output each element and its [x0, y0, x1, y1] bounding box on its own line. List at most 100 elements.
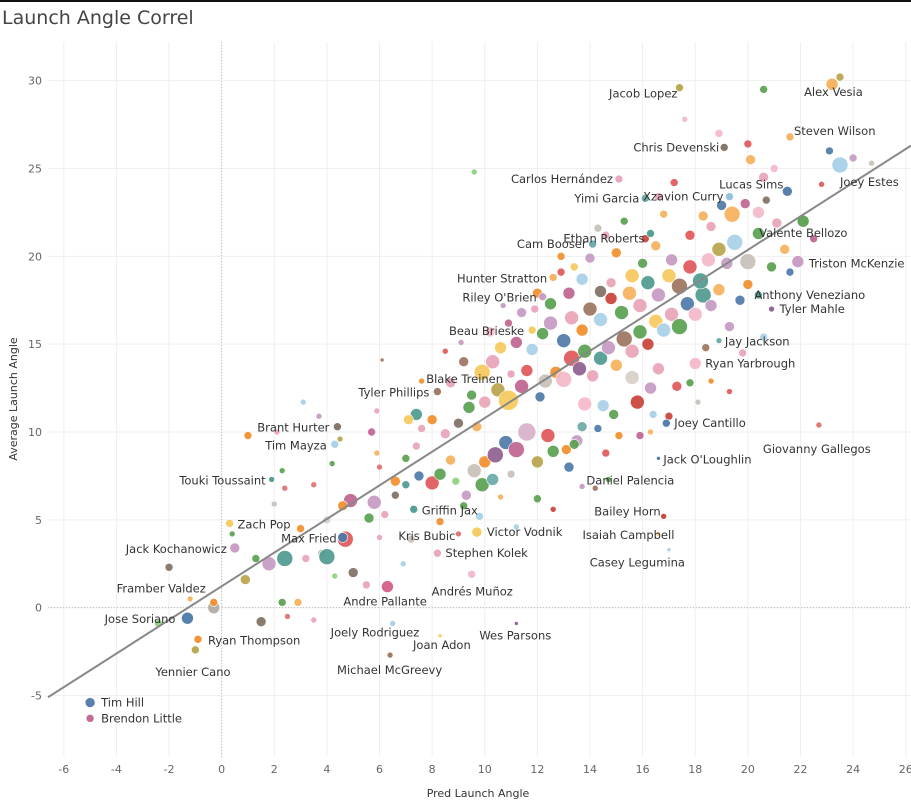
scatter-point	[478, 395, 492, 409]
point-label: Jay Jackson	[724, 335, 790, 349]
scatter-point	[530, 304, 540, 314]
x-tick-label: 0	[218, 763, 225, 776]
scatter-point	[758, 171, 769, 183]
scatter-point	[458, 356, 470, 368]
scatter-point	[594, 285, 607, 298]
labeled-point	[605, 476, 612, 483]
labeled-point	[84, 697, 96, 708]
scatter-point	[687, 306, 703, 322]
scatter-point	[809, 234, 818, 244]
scatter-point	[694, 398, 702, 406]
point-label: Framber Valdez	[117, 581, 206, 595]
point-label: Steven Wilson	[794, 124, 876, 138]
scatter-point	[769, 164, 779, 173]
scatter-point	[534, 391, 546, 403]
scatter-point	[362, 580, 371, 590]
scatter-point	[635, 431, 645, 440]
trend-line	[47, 144, 911, 699]
scatter-point	[380, 510, 390, 519]
point-label: Andrés Muñoz	[432, 584, 513, 598]
scatter-point	[604, 292, 618, 305]
scatter-point	[544, 297, 557, 311]
labeled-point	[225, 519, 234, 528]
scatter-point	[273, 428, 281, 436]
labeled-point	[831, 156, 849, 174]
scatter-point	[761, 195, 771, 205]
scatter-point	[278, 467, 286, 474]
scatter-point	[759, 85, 768, 94]
scatter-point	[739, 253, 757, 270]
labeled-point	[666, 547, 672, 553]
scatter-point	[593, 312, 608, 327]
labeled-point	[614, 174, 624, 184]
scatter-point	[418, 377, 425, 385]
scatter-point	[540, 428, 556, 443]
point-label: Kris Bubic	[398, 529, 455, 543]
scatter-point	[637, 258, 648, 269]
scatter-point	[644, 381, 657, 395]
y-tick-label: 20	[28, 250, 42, 263]
scatter-point	[484, 326, 496, 338]
scatter-point	[697, 210, 709, 222]
chart-title: Launch Angle Correl	[2, 7, 194, 29]
point-label: Jacob Lopez	[608, 87, 677, 101]
x-tick-label: 22	[793, 763, 807, 776]
scatter-point	[650, 240, 662, 252]
scatter-point	[410, 408, 423, 421]
scatter-point	[331, 572, 339, 580]
scatter-point	[508, 441, 525, 458]
point-label: Carlos Hernández	[511, 172, 613, 186]
scatter-point	[593, 350, 608, 366]
scatter-point	[474, 477, 490, 493]
scatter-point	[417, 424, 426, 433]
scatter-point	[564, 310, 579, 326]
scatter-point	[716, 200, 727, 211]
scatter-point	[759, 332, 768, 342]
scatter-point	[293, 598, 303, 607]
scatter-point	[671, 381, 683, 392]
scatter-point	[466, 463, 482, 478]
point-label: Joely Rodriguez	[330, 625, 420, 639]
labeled-point	[467, 569, 476, 579]
scatter-point	[614, 305, 629, 320]
labeled-point	[656, 456, 661, 461]
scatter-point	[494, 341, 507, 354]
scatter-point	[577, 396, 593, 412]
scatter-point	[619, 216, 629, 226]
scatter-point	[654, 192, 663, 201]
x-tick-label: 6	[376, 763, 383, 776]
scatter-point	[593, 223, 603, 233]
point-label: Brant Hurter	[257, 421, 329, 435]
scatter-point	[685, 378, 695, 388]
labeled-point	[455, 530, 462, 538]
x-tick-label: 20	[741, 763, 755, 776]
point-label: Triston McKenzie	[808, 257, 905, 271]
scatter-point	[601, 448, 611, 458]
scatter-point	[680, 296, 695, 312]
scatter-point	[281, 484, 289, 492]
labeled-point	[85, 714, 95, 723]
scatter-point	[704, 299, 718, 312]
point-label: Ethan Roberts	[563, 231, 644, 245]
point-label: Anthony Veneziano	[754, 288, 865, 302]
labeled-point	[785, 132, 795, 142]
scatter-point	[745, 154, 756, 166]
y-tick-label: 5	[35, 514, 42, 527]
labeled-point	[209, 598, 219, 607]
scatter-point	[632, 324, 648, 340]
scatter-point	[445, 454, 456, 466]
scatter-point	[412, 441, 421, 451]
scatter-point	[506, 469, 516, 479]
scatter-point	[315, 412, 323, 420]
x-tick-label: 8	[429, 763, 436, 776]
scatter-point	[478, 455, 492, 469]
scatter-point	[301, 554, 311, 563]
labeled-points	[84, 77, 849, 723]
scatter-point	[630, 394, 645, 410]
scatter-point	[651, 287, 666, 303]
point-label: Griffin Jax	[422, 503, 478, 517]
point-label: Max Fried	[281, 531, 337, 545]
scatter-point	[714, 129, 724, 138]
labeled-point	[754, 290, 763, 300]
point-labels: Jacob Lopez Alex Vesia Steven Wilson Chris …	[100, 85, 904, 725]
